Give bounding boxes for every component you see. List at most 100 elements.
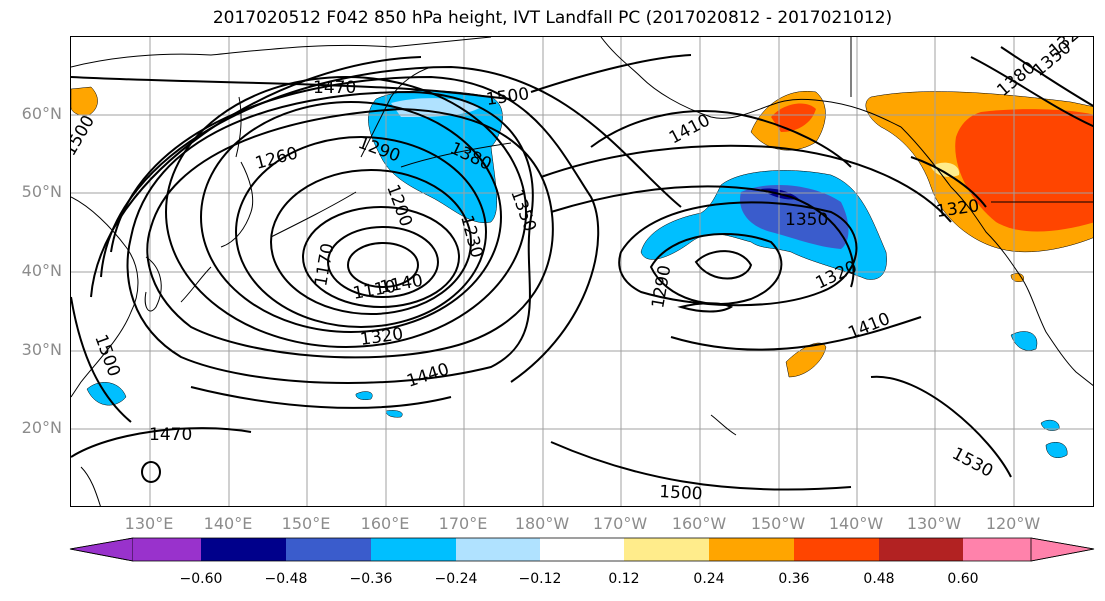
contour-label: 1500	[90, 332, 124, 379]
colorbar-extend-low	[69, 537, 134, 562]
contour-label: 1350	[506, 187, 540, 234]
coast-asia	[71, 196, 139, 398]
contour-1380	[110, 75, 600, 383]
contour-gulf-1320	[618, 201, 858, 307]
coast-sakhalin	[235, 96, 242, 158]
contour-label: 1410	[666, 110, 714, 148]
ivt-positive-fills	[71, 86, 1093, 378]
colorbar-bin	[456, 538, 540, 561]
coast-kamchatka	[360, 66, 432, 158]
coast-siberia	[71, 37, 492, 68]
lat-label-60n: 60°N	[21, 104, 62, 123]
contour-gulf-low-inner	[694, 250, 753, 280]
contour-1110	[347, 242, 419, 288]
colorbar-tick: −0.24	[434, 571, 478, 587]
colorbar-tick: 0.36	[778, 571, 810, 587]
contour-1260	[200, 101, 502, 333]
coast-alaska	[600, 37, 902, 128]
neg-fill-small-1	[355, 391, 373, 401]
coast-aleutian	[270, 142, 512, 238]
contour-label: 1470	[149, 425, 192, 445]
contour-label: 1500	[659, 482, 703, 504]
colorbar-bin	[963, 538, 1031, 561]
colorbar-bin	[371, 538, 456, 561]
pos-fill-nw-corner	[71, 86, 98, 116]
lat-label-50n: 50°N	[21, 182, 62, 201]
contour-small-high	[141, 461, 161, 483]
coast-japan	[180, 161, 254, 303]
height-contours	[71, 46, 1093, 491]
colorbar-bin	[709, 538, 794, 561]
contour-bc-1350	[1000, 46, 1093, 107]
colorbar-tick: −0.60	[179, 571, 223, 587]
lon-label-120w: 120°W	[985, 514, 1041, 533]
colorbar-outline	[69, 537, 1095, 562]
contour-1200	[270, 169, 472, 315]
pos-fill-westcoast-red	[955, 109, 1093, 232]
colorbar-tick: −0.36	[349, 571, 393, 587]
colorbar-tick: 0.60	[947, 571, 979, 587]
map-panel: 1470 1500 1260 1290 1200 1380 1350 1230 …	[70, 36, 1094, 507]
coastlines	[71, 37, 1093, 506]
graticule	[71, 37, 1093, 506]
neg-fill-gulf-dark	[740, 184, 849, 249]
colorbar-tick: 0.12	[608, 571, 640, 587]
contour-label: 1170	[311, 242, 338, 288]
contour-label: 1500	[485, 84, 531, 110]
map-svg: 1470 1500 1260 1290 1200 1380 1350 1230 …	[71, 37, 1093, 506]
lon-label-150w: 150°W	[750, 514, 806, 533]
colorbar-bin	[879, 538, 963, 561]
colorbar-tick: 0.48	[863, 571, 895, 587]
contour-label: 1200	[382, 182, 416, 229]
lon-label-150e: 150°E	[281, 514, 331, 533]
pos-fill-subtropical	[785, 342, 827, 378]
colorbar-bin	[540, 538, 624, 561]
coast-korea	[144, 256, 162, 312]
neg-fill-small-5	[1010, 331, 1038, 351]
colorbar-tick: −0.48	[264, 571, 308, 587]
lon-label-160e: 160°E	[360, 514, 410, 533]
contour-label: 1350	[785, 210, 828, 230]
coast-hawaii	[710, 414, 737, 436]
colorbar-tick: −0.12	[518, 571, 562, 587]
contour-1500	[71, 54, 852, 491]
contour-gulf-1410	[590, 110, 922, 351]
lon-label-140w: 140°W	[828, 514, 884, 533]
lat-label-30n: 30°N	[21, 340, 62, 359]
neg-fill-small-2	[385, 410, 403, 418]
contour-label: 1260	[253, 143, 300, 174]
contour-1230	[235, 136, 487, 328]
contour-1170	[302, 206, 460, 308]
contour-1470	[71, 76, 512, 458]
lon-label-160w: 160°W	[671, 514, 727, 533]
contour-bc-1320	[910, 156, 987, 208]
colorbar-bin	[133, 538, 201, 561]
contour-label: 1500	[71, 112, 99, 159]
colorbar-extend-high	[1030, 537, 1095, 562]
contour-1410	[100, 65, 682, 278]
colorbar-bin	[201, 538, 286, 561]
coast-philippines	[80, 466, 101, 506]
contour-1440	[90, 56, 452, 409]
contour-label: 1140	[378, 271, 424, 298]
contour-label: 1410	[845, 309, 893, 344]
contour-label: 1530	[949, 444, 997, 482]
pos-fill-alaska-red	[771, 103, 816, 132]
lon-label-180w: 180°W	[514, 514, 570, 533]
pos-fill-westcoast-yellow	[931, 162, 960, 177]
contour-gulf-1380	[540, 144, 952, 223]
colorbar-bin	[794, 538, 879, 561]
contour-label: 1440	[404, 359, 451, 391]
lat-label-40n: 40°N	[21, 261, 62, 280]
contour-gulf-1350	[550, 185, 855, 288]
contour-1140	[327, 226, 439, 298]
contour-1350	[126, 90, 534, 384]
colorbar	[69, 537, 1095, 562]
contour-label: 1470	[313, 78, 356, 98]
map-title: 2017020512 F042 850 hPa height, IVT Land…	[212, 8, 893, 28]
contour-1530	[870, 375, 1012, 478]
coast-bc	[900, 126, 1093, 387]
contour-label: 1320	[359, 324, 405, 350]
colorbar-tick: 0.24	[693, 571, 725, 587]
neg-fill-small-4	[1045, 442, 1068, 458]
